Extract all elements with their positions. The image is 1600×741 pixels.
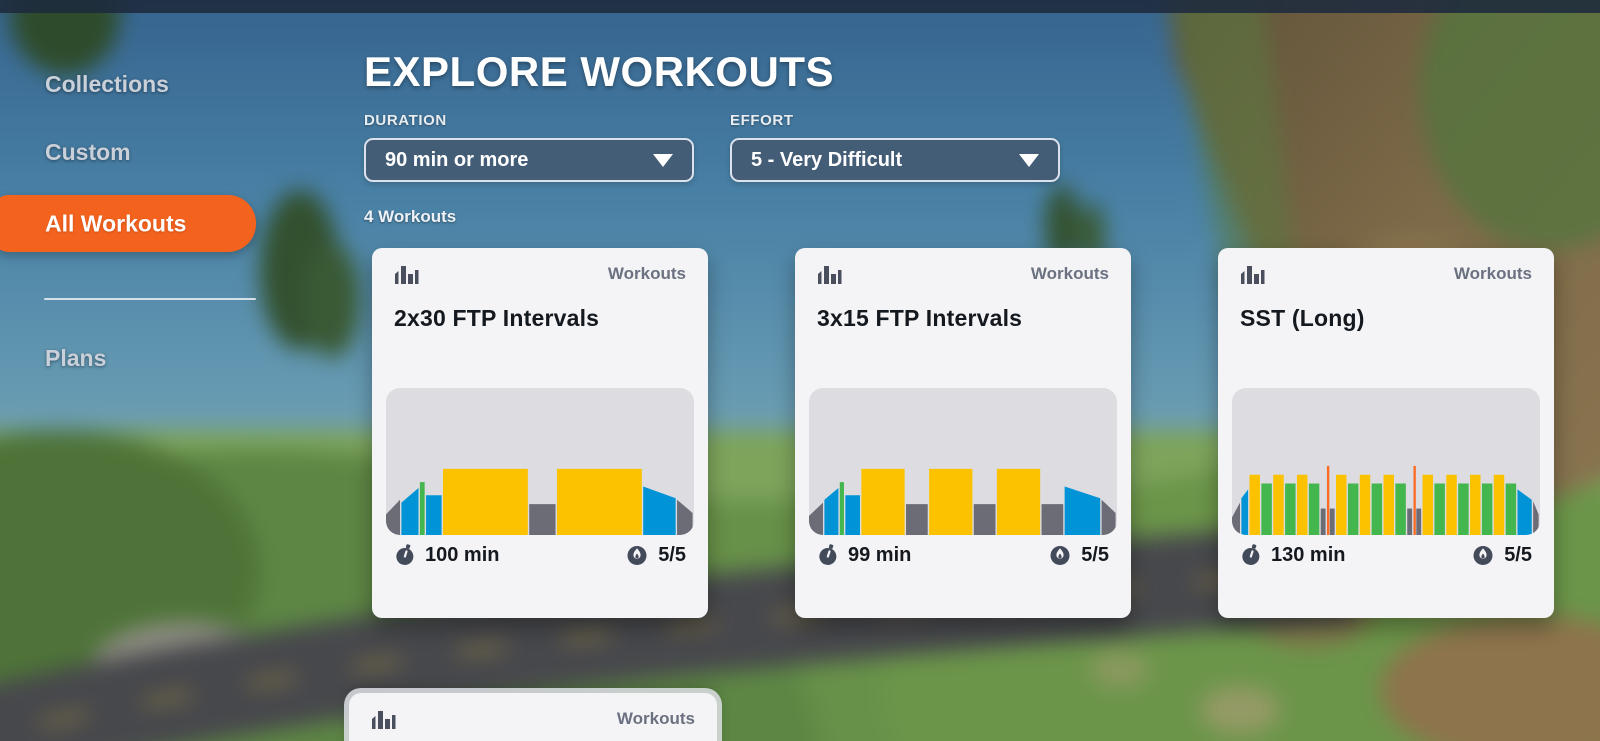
filter-bar: DURATION 90 min or more EFFORT 5 - Very … xyxy=(364,112,1060,182)
effort-filter: EFFORT 5 - Very Difficult xyxy=(730,112,1060,182)
card-type-label: Workouts xyxy=(607,263,686,283)
duration-value: 130 min xyxy=(1271,543,1346,566)
workout-title: 2x30 FTP Intervals xyxy=(394,305,600,331)
duration-filter-label: DURATION xyxy=(364,112,447,129)
difficulty-meta: 5/5 xyxy=(625,543,686,567)
stopwatch-icon xyxy=(1242,544,1260,565)
stopwatch-icon xyxy=(396,544,414,565)
duration-dropdown[interactable]: 90 min or more xyxy=(364,138,694,182)
card-type-label: Workouts xyxy=(616,708,695,728)
bar-chart-icon xyxy=(395,266,419,284)
duration-value: 99 min xyxy=(848,543,912,566)
bar-chart-icon xyxy=(1241,266,1265,284)
card-type-label: Workouts xyxy=(1030,263,1109,283)
duration-meta: 100 min xyxy=(394,543,499,567)
sidebar-item-custom[interactable]: Custom xyxy=(45,139,131,165)
results-count: 4 Workouts xyxy=(364,207,457,226)
workout-cards-row: Workouts 2x30 FTP Intervals 100 min xyxy=(372,248,1554,618)
workout-interval-graph xyxy=(386,388,694,535)
flame-icon xyxy=(1473,546,1493,565)
top-status-bar xyxy=(0,0,1600,13)
workout-interval-graph xyxy=(809,388,1117,535)
workout-title: SST (Long) xyxy=(1240,305,1365,331)
effort-filter-label: EFFORT xyxy=(730,112,794,129)
card-footer: 99 min 5/5 xyxy=(817,542,1109,568)
sidebar: Collections Custom All Workouts Plans xyxy=(0,13,300,713)
sidebar-item-all-workouts-label: All Workouts xyxy=(45,210,187,236)
flame-icon xyxy=(627,546,647,565)
workout-card-partial[interactable]: Workouts xyxy=(349,693,717,741)
card-header: Workouts xyxy=(394,263,686,284)
flame-icon xyxy=(1050,546,1070,565)
difficulty-value: 5/5 xyxy=(1504,543,1532,566)
card-footer: 100 min 5/5 xyxy=(394,542,686,568)
duration-dropdown-value: 90 min or more xyxy=(385,148,529,171)
difficulty-value: 5/5 xyxy=(658,543,686,566)
bar-chart-icon xyxy=(818,266,842,284)
duration-value: 100 min xyxy=(425,543,500,566)
card-header: Workouts xyxy=(1240,263,1532,284)
stopwatch-icon xyxy=(819,544,837,565)
card-header: Workouts xyxy=(371,708,695,729)
difficulty-meta: 5/5 xyxy=(1471,543,1532,567)
sidebar-item-all-workouts[interactable]: All Workouts xyxy=(0,195,256,252)
workout-card[interactable]: Workouts SST (Long) 130 min xyxy=(1218,248,1554,618)
card-type-label: Workouts xyxy=(1453,263,1532,283)
workout-card[interactable]: Workouts 3x15 FTP Intervals 99 min xyxy=(795,248,1131,618)
card-header: Workouts xyxy=(817,263,1109,284)
chevron-down-icon xyxy=(1019,153,1039,167)
sidebar-item-collections[interactable]: Collections xyxy=(45,71,169,97)
duration-meta: 99 min xyxy=(817,543,911,567)
workout-interval-graph xyxy=(1232,388,1540,535)
card-footer: 130 min 5/5 xyxy=(1240,542,1532,568)
difficulty-meta: 5/5 xyxy=(1048,543,1109,567)
effort-dropdown[interactable]: 5 - Very Difficult xyxy=(730,138,1060,182)
bar-chart-icon xyxy=(372,711,396,729)
effort-dropdown-value: 5 - Very Difficult xyxy=(751,148,903,171)
workout-title: 3x15 FTP Intervals xyxy=(817,305,1023,331)
difficulty-value: 5/5 xyxy=(1081,543,1109,566)
workout-card[interactable]: Workouts 2x30 FTP Intervals 100 min xyxy=(372,248,708,618)
duration-meta: 130 min xyxy=(1240,543,1345,567)
duration-filter: DURATION 90 min or more xyxy=(364,112,694,182)
sidebar-divider xyxy=(44,298,256,300)
chevron-down-icon xyxy=(653,153,673,167)
sidebar-item-plans[interactable]: Plans xyxy=(45,345,107,371)
page-title: EXPLORE WORKOUTS xyxy=(364,48,835,95)
main-content: EXPLORE WORKOUTS DURATION 90 min or more… xyxy=(364,13,1060,227)
